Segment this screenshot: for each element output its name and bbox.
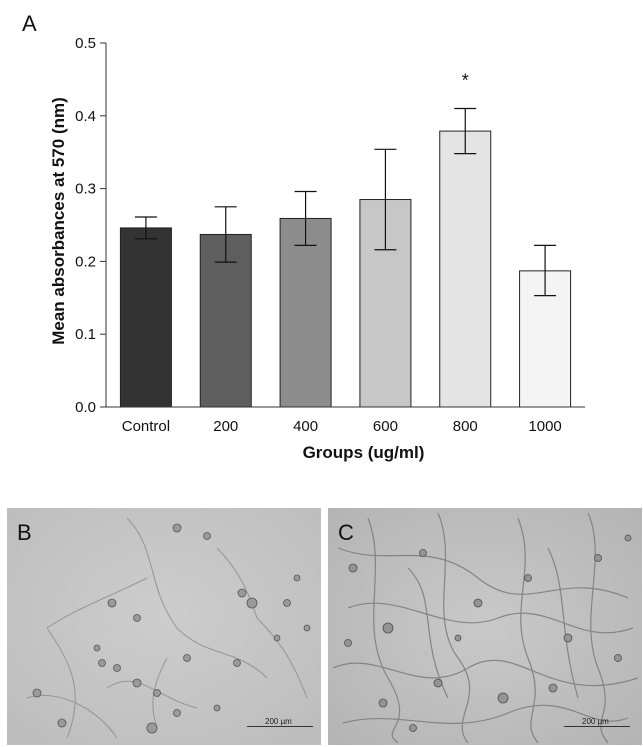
panel-label-c: C — [338, 520, 354, 545]
y-tick-label: 0.1 — [75, 326, 96, 343]
panel-label-b: B — [17, 520, 32, 545]
scale-label-b: 200 µm — [265, 717, 292, 726]
x-tick-label: 400 — [293, 418, 318, 435]
x-tick-label: 600 — [373, 418, 398, 435]
panel-label-a: A — [22, 11, 37, 36]
bar-400 — [279, 217, 332, 408]
y-tick-label: 0.3 — [75, 181, 96, 198]
y-tick-label: 0.0 — [75, 399, 96, 416]
x-tick-label: Control — [122, 418, 170, 435]
micrograph-b: B 200 µm — [7, 508, 321, 745]
scale-bar-b — [247, 726, 313, 727]
micrograph-c-image — [328, 508, 642, 745]
scale-bar-c — [564, 726, 630, 727]
x-tick-label: 1000 — [528, 418, 561, 435]
bar-chart: A 0.0 0.1 0.2 0.3 0.4 0.5 * Control 200 400 600 8… — [22, 11, 585, 462]
y-axis-label: Mean absorbances at 570 (nm) — [49, 97, 68, 345]
x-tick-label: 800 — [453, 418, 478, 435]
significance-marker: * — [462, 71, 469, 91]
bar-800 — [439, 130, 492, 408]
x-tick-label: 200 — [213, 418, 238, 435]
bar-Control — [119, 227, 172, 408]
bars-group: * — [119, 71, 572, 408]
y-tick-label: 0.4 — [75, 108, 96, 125]
y-tick-label: 0.5 — [75, 35, 96, 52]
y-axis: 0.0 0.1 0.2 0.3 0.4 0.5 — [75, 35, 106, 416]
x-axis-label: Groups (ug/ml) — [303, 443, 425, 462]
micrograph-c: C 200 µm — [328, 508, 642, 745]
micrograph-b-image — [7, 508, 321, 745]
bar-200 — [199, 233, 252, 408]
scale-label-c: 200 µm — [582, 717, 609, 726]
x-axis: Control 200 400 600 800 1000 — [122, 418, 562, 435]
y-tick-label: 0.2 — [75, 253, 96, 270]
